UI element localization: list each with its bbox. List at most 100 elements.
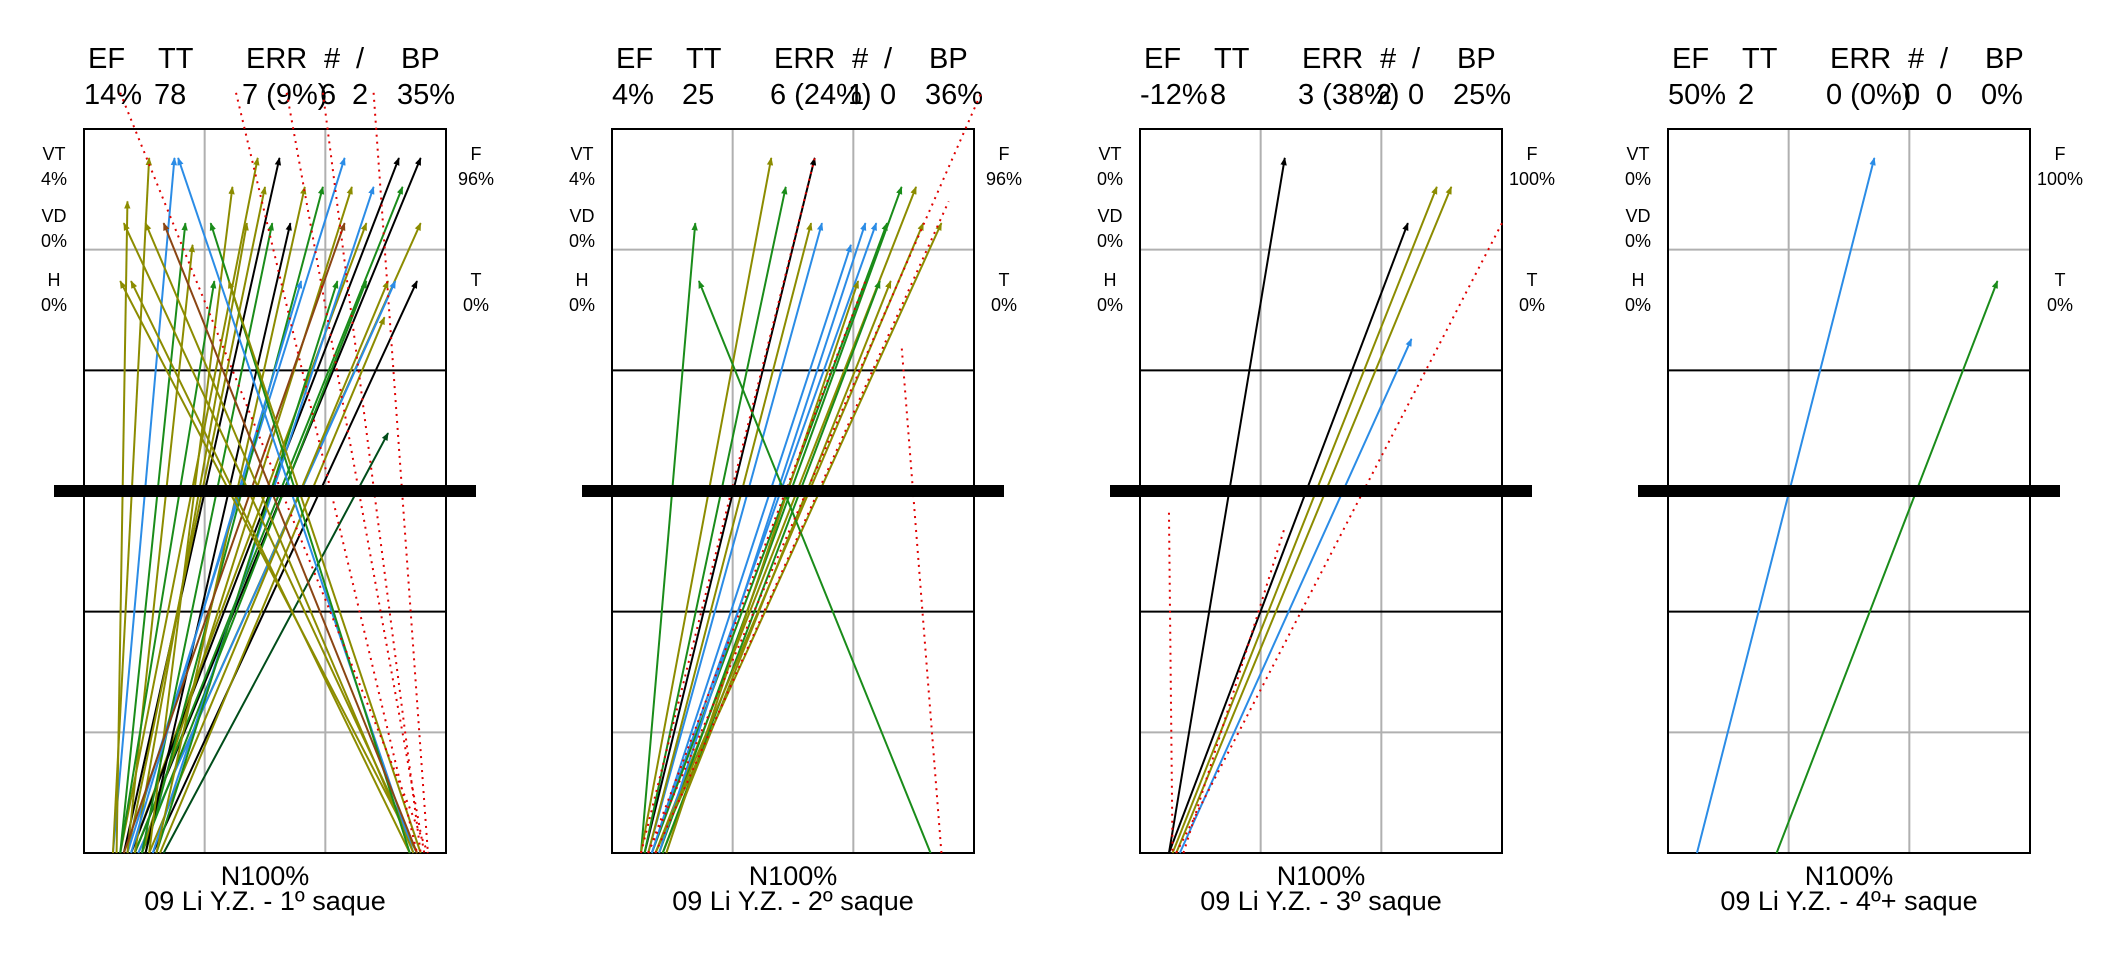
header-values: 50% 2 0 (0%)0 0 0% [1668,79,2023,111]
serve-arrow [115,200,131,854]
header-value: 36% [925,79,983,111]
left-zone-code: VT [1098,144,1121,164]
header-value: 0% [1981,79,2023,111]
header-label: ERR [1830,43,1891,75]
header-label: ERR [1302,43,1363,75]
right-zone-pct: 0% [2047,295,2073,315]
serve-arrow [1171,186,1438,854]
serve-arrow [159,316,386,854]
header-value: -12% [1140,79,1208,111]
left-zone-pct: 0% [41,231,67,251]
left-zone-pct: 0% [569,231,595,251]
header-label: # [1380,43,1396,75]
bottom-zone-label: N100% [1805,861,1894,891]
header-value: 1 [848,79,864,111]
header-value: 2 [1376,79,1392,111]
right-zone-pct: 0% [463,295,489,315]
serve-arrow [1178,338,1413,854]
header-label: TT [1742,43,1778,75]
serve-arrow [665,280,860,854]
header-value: 2 [1738,79,1754,111]
serve-chart-panel: EF TT ERR # / BP 14% 78 7 (9%)6 2 35% VT 4% VD 0% H 0% F 9… [41,43,494,916]
chart-title: 09 Li Y.Z. - 1º saque [144,886,386,916]
serve-arrow [643,157,817,854]
header-value: 14% [84,79,142,111]
left-zone-code: VD [1625,206,1650,226]
serve-error-trajectory [1182,526,1286,854]
serve-error-trajectory [321,92,422,854]
right-zone-code: T [2055,270,2066,290]
serve-arrow [151,186,375,854]
left-zone-pct: 0% [569,295,595,315]
bottom-zone-label: N100% [1277,861,1366,891]
right-zone-code: F [1527,144,1538,164]
serve-error-trajectory [285,92,426,854]
serve-error-trajectory [235,92,419,854]
header-value: 3 (38%) [1298,79,1400,111]
right-zone-code: F [999,144,1010,164]
header-value: 0 [880,79,896,111]
header-values: 14% 78 7 (9%)6 2 35% [84,79,455,111]
right-zone-code: F [471,144,482,164]
serve-arrow [133,222,249,854]
net-line [1638,485,2060,497]
left-zone-code: H [576,270,589,290]
serve-arrow [111,157,178,854]
header-label: # [324,43,340,75]
left-zone-code: VD [1097,206,1122,226]
left-zone-code: H [48,270,61,290]
header-value: 78 [154,79,186,111]
serve-arrow [1695,157,1876,854]
serve-arrow [658,186,903,854]
bottom-zone-label: N100% [221,861,310,891]
left-zone-code: VT [570,144,593,164]
left-zone-pct: 0% [1625,169,1651,189]
right-zone-pct: 96% [458,169,494,189]
serve-arrow [647,222,824,854]
serve-error-trajectory [647,92,983,854]
header-value: 0 [1936,79,1952,111]
serve-arrow [140,222,274,854]
left-zone-code: VT [42,144,65,164]
header-value: 0 (0%) [1826,79,1911,111]
header-label: TT [1214,43,1250,75]
left-zone-code: VD [41,206,66,226]
header-values: -12%8 3 (38%)2 0 25% [1140,79,1511,111]
header-value: 25% [1453,79,1511,111]
header-value: 8 [1210,79,1226,111]
serve-arrow [162,222,418,854]
serve-arrow [650,222,878,854]
header-label: EF [1144,43,1181,75]
serve-error-trajectory [900,346,943,854]
header-value: 0 [1904,79,1920,111]
right-zone-code: T [1527,270,1538,290]
header-label: EF [1672,43,1709,75]
header-value: 0 [1408,79,1424,111]
serve-arrow [119,280,217,854]
serve-error-trajectory [372,92,429,854]
header-value: 6 (24%) [770,79,872,111]
serve-arrow [658,222,867,854]
chart-title: 09 Li Y.Z. - 4º+ saque [1720,886,1977,916]
right-zone-pct: 96% [986,169,1022,189]
serve-arrow [1175,186,1453,854]
serve-arrow [643,186,788,854]
header-value: 25 [682,79,714,111]
header-value: 2 [352,79,368,111]
header-value: 35% [397,79,455,111]
serve-arrow [227,280,422,854]
header-label: / [884,43,893,75]
net-line [582,485,1004,497]
serve-arrow [697,280,932,854]
header-label: ERR [774,43,835,75]
header-label: BP [1985,43,2024,75]
serve-arrow [639,157,774,854]
left-zone-code: VT [1626,144,1649,164]
left-zone-pct: 0% [41,295,67,315]
serve-chart-panel: EF TT ERR # / BP 4% 25 6 (24%)1 0 36% VT 4% VD 0% H 0% F 9… [569,43,1022,916]
serve-arrow [119,157,260,854]
serve-arrow [155,280,339,854]
